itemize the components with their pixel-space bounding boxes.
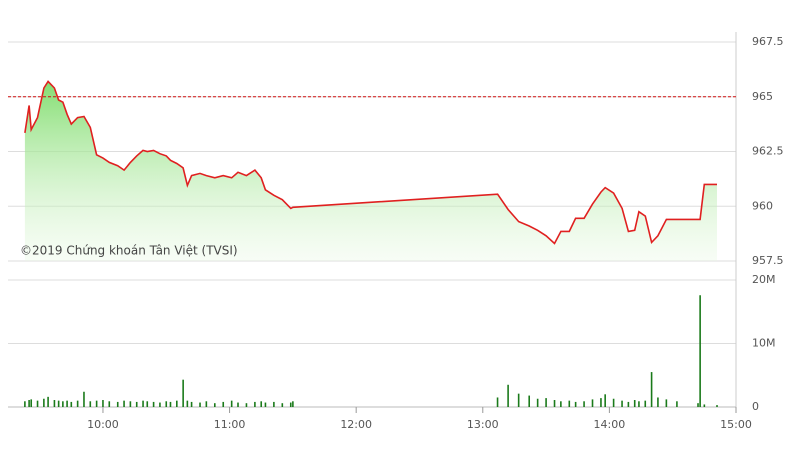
- volume-bar: [627, 401, 630, 407]
- volume-bar: [245, 403, 248, 407]
- y-tick-label: 960: [752, 199, 773, 212]
- x-tick-label: 10:00: [87, 418, 119, 431]
- volume-bar: [47, 396, 49, 407]
- volume-bar: [70, 401, 73, 407]
- volume-bar: [633, 400, 636, 407]
- volume-bar: [28, 400, 30, 407]
- volume-bar: [66, 400, 68, 407]
- volume-bar: [95, 400, 98, 407]
- volume-bar: [123, 400, 125, 407]
- volume-bar: [560, 401, 562, 407]
- y-tick-label: 962.5: [752, 145, 784, 158]
- x-tick-label: 15:00: [720, 418, 752, 431]
- volume-bar: [676, 401, 678, 407]
- x-tick-label: 11:00: [214, 418, 246, 431]
- volume-bar: [600, 398, 602, 407]
- y2-tick-label: 20M: [752, 273, 776, 286]
- x-tick-label: 14:00: [594, 418, 626, 431]
- volume-bar: [57, 400, 60, 407]
- volume-bar: [703, 404, 706, 407]
- volume-bar: [205, 401, 208, 407]
- volume-bar: [199, 402, 201, 407]
- y-tick-label: 965: [752, 90, 773, 103]
- volume-bar: [222, 401, 225, 407]
- y2-tick-label: 10M: [752, 337, 776, 350]
- volume-bar: [545, 398, 547, 407]
- volume-bar: [292, 401, 294, 407]
- credit: ©2019 Chứng khoán Tân Việt (TVSI): [20, 244, 238, 258]
- volume-bar: [568, 400, 571, 407]
- volume-bar: [182, 379, 184, 407]
- volume-bar: [108, 401, 111, 407]
- volume-bar: [507, 384, 509, 407]
- volume-bar: [213, 403, 216, 407]
- volume-bar: [129, 401, 132, 407]
- volume-bar: [591, 399, 594, 407]
- volume-bar: [237, 402, 239, 407]
- volume-bar: [528, 395, 531, 407]
- volume-bar: [650, 372, 653, 407]
- volume-bar: [517, 393, 520, 407]
- y2-tick-label: 0: [752, 400, 759, 413]
- volume-bar: [574, 401, 577, 407]
- volume-bar: [583, 401, 585, 407]
- volume-bar: [260, 401, 263, 407]
- volume-bar: [165, 401, 168, 407]
- volume-bar: [264, 402, 267, 407]
- volume-bar: [83, 391, 85, 407]
- volume-bar: [699, 295, 701, 407]
- volume-bar: [281, 403, 284, 407]
- volume-bar: [621, 400, 623, 407]
- volume-bar: [496, 397, 499, 407]
- volume-bar: [644, 400, 647, 407]
- volume-bar: [176, 400, 178, 407]
- volume-bar: [36, 400, 39, 407]
- volume-bar: [254, 401, 256, 407]
- volume-bar: [289, 402, 292, 407]
- volume-bar: [169, 401, 172, 407]
- volume-bar: [30, 399, 33, 407]
- volume-bar: [53, 400, 56, 407]
- volume-bar: [62, 401, 64, 407]
- x-tick-label: 12:00: [340, 418, 372, 431]
- volume-bar: [89, 401, 92, 407]
- x-tick-label: 13:00: [467, 418, 499, 431]
- volume-bar: [230, 400, 233, 407]
- price-line: [24, 80, 717, 245]
- volume-bar: [273, 401, 275, 407]
- volume-bar: [146, 401, 149, 407]
- volume-bar: [553, 400, 556, 407]
- volume-bar: [657, 397, 659, 407]
- volume-bar: [665, 399, 668, 407]
- volume-bar: [190, 401, 193, 407]
- volume-bar: [76, 400, 79, 407]
- volume-bar: [159, 402, 161, 407]
- volume-bar: [604, 394, 606, 407]
- price-area: [24, 81, 717, 262]
- volume-bar: [536, 398, 539, 407]
- y-tick-label: 967.5: [752, 35, 784, 48]
- volume-bar: [116, 401, 119, 407]
- volume-bar: [152, 401, 155, 407]
- volume-bar: [186, 400, 189, 407]
- y-tick-label: 957.5: [752, 254, 784, 267]
- volume-bar: [142, 400, 144, 407]
- volume-bar: [135, 401, 138, 407]
- volume-bar: [638, 401, 640, 407]
- volume-bar: [716, 405, 718, 407]
- volume-bar: [43, 398, 45, 407]
- volume-bar: [612, 398, 615, 407]
- volume-bar: [697, 403, 699, 407]
- volume-bar: [102, 400, 104, 407]
- volume-bar: [24, 401, 26, 407]
